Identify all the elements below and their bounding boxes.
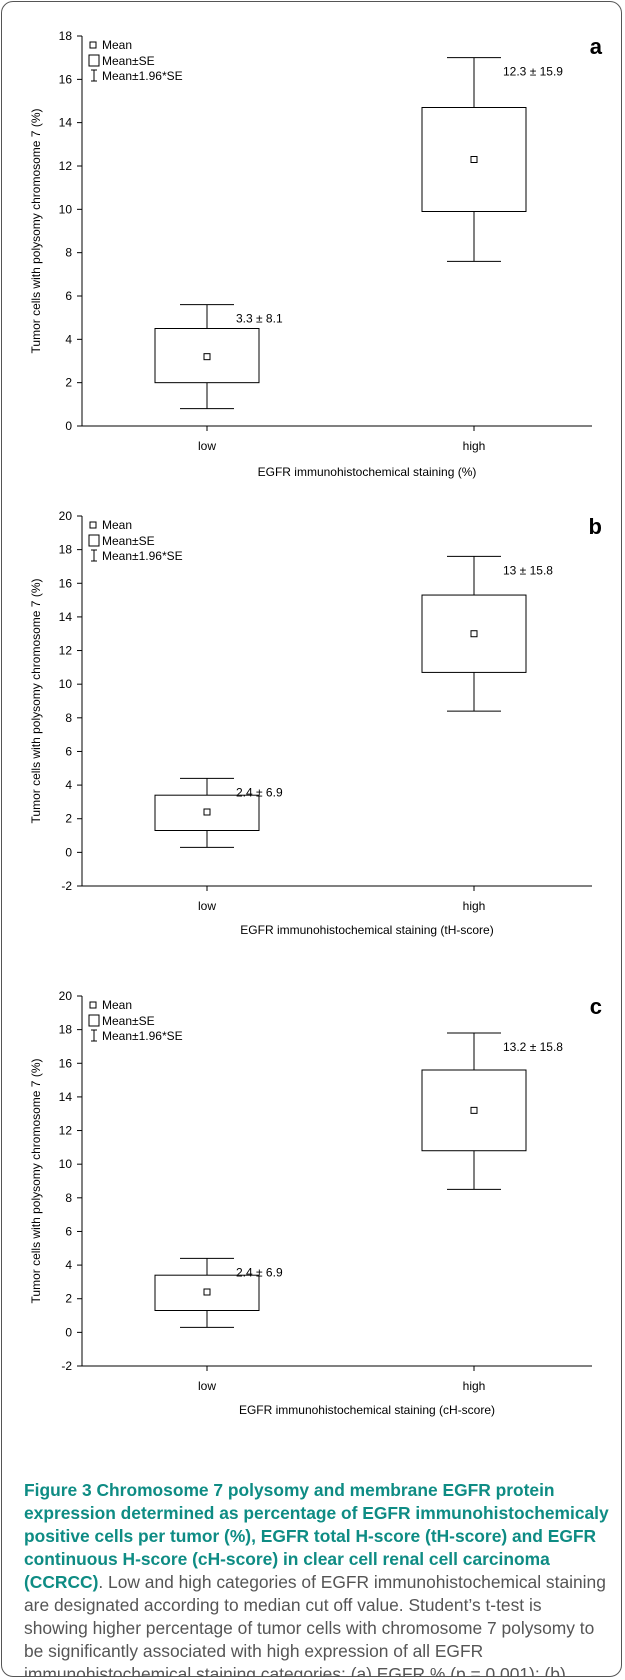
mean-marker bbox=[203, 1288, 211, 1296]
y-axis-label: Tumor cells with polysomy chromosome 7 (… bbox=[29, 579, 43, 824]
y-tick-label: 6 bbox=[65, 744, 72, 758]
y-tick-label: 18 bbox=[59, 1023, 73, 1037]
legend-se-box bbox=[88, 54, 100, 67]
y-tick-label: 12 bbox=[59, 644, 73, 658]
chart-a-svg: 0 2 4 6 8 10 12 14 16 18 low high EGFR immunohistoch… bbox=[29, 29, 603, 479]
legend-ci-whisker bbox=[91, 1029, 97, 1042]
y-tick-label: 2 bbox=[65, 812, 72, 826]
panel-letter: a bbox=[590, 34, 603, 59]
y-tick-label: 16 bbox=[59, 72, 73, 86]
se-box bbox=[421, 107, 527, 212]
x-tick-label: high bbox=[463, 439, 486, 453]
y-tick-label: 20 bbox=[59, 989, 73, 1003]
y-tick-label: 2 bbox=[65, 1292, 72, 1306]
y-tick-label: 16 bbox=[59, 1056, 73, 1070]
figure-title: Chromosome 7 polysomy and membrane EGFR … bbox=[24, 1480, 609, 1592]
y-tick-label: 6 bbox=[65, 1224, 72, 1238]
y-tick-label: 0 bbox=[65, 845, 72, 859]
y-tick-label: 14 bbox=[59, 610, 73, 624]
panel-letter: c bbox=[590, 994, 602, 1019]
x-axis-label: EGFR immunohistochemical staining (%) bbox=[258, 465, 477, 479]
legend-label-mean: Mean bbox=[102, 998, 132, 1012]
y-tick-label: 8 bbox=[65, 246, 72, 260]
y-tick-label: 8 bbox=[65, 711, 72, 725]
chart-c-svg: -2 0 2 4 6 8 10 12 14 16 18 20 low high EGFR immunohis… bbox=[29, 989, 602, 1417]
legend-mean-marker bbox=[89, 1001, 97, 1009]
chart-panel-b: -2 0 2 4 6 8 10 12 14 16 18 20 low high EGFR immunohis… bbox=[2, 496, 621, 980]
x-tick-label: low bbox=[198, 439, 216, 453]
legend-ci-whisker bbox=[91, 549, 97, 562]
mean-marker bbox=[470, 156, 478, 163]
y-tick-label: 12 bbox=[59, 159, 73, 173]
mean-sd-annotation: 13 ± 15.8 bbox=[503, 563, 553, 577]
y-tick-label: 14 bbox=[59, 116, 73, 130]
y-axis-label: Tumor cells with polysomy chromosome 7 (… bbox=[29, 109, 43, 354]
legend-label-se: Mean±SE bbox=[102, 1014, 155, 1028]
y-tick-label: 4 bbox=[65, 332, 72, 346]
legend-label-se: Mean±SE bbox=[102, 54, 155, 68]
chart-panel-c: -2 0 2 4 6 8 10 12 14 16 18 20 low high EGFR immunohis… bbox=[2, 980, 621, 1468]
y-tick-label: 16 bbox=[59, 576, 73, 590]
y-tick-label: 2 bbox=[65, 376, 72, 390]
legend-ci-whisker bbox=[91, 69, 97, 82]
panel-letter: b bbox=[589, 514, 602, 539]
x-tick-label: low bbox=[198, 899, 216, 913]
x-tick-label: high bbox=[463, 899, 486, 913]
legend-se-box bbox=[88, 1014, 100, 1027]
y-tick-label: 4 bbox=[65, 778, 72, 792]
mean-marker bbox=[203, 808, 211, 816]
y-tick-label: 18 bbox=[59, 543, 73, 557]
y-tick-label: 12 bbox=[59, 1124, 73, 1138]
legend-label-se: Mean±SE bbox=[102, 534, 155, 548]
mean-marker bbox=[470, 1106, 478, 1114]
y-tick-label: -2 bbox=[61, 1359, 72, 1373]
y-tick-label: 20 bbox=[59, 509, 73, 523]
y-tick-label: 4 bbox=[65, 1258, 72, 1272]
y-tick-label: 0 bbox=[65, 419, 72, 433]
legend-label-ci: Mean±1.96*SE bbox=[102, 549, 183, 563]
mean-marker bbox=[470, 630, 478, 638]
x-axis-label: EGFR immunohistochemical staining (cH-sc… bbox=[239, 1403, 495, 1417]
x-tick-label: high bbox=[463, 1379, 486, 1393]
mean-sd-annotation: 3.3 ± 8.1 bbox=[236, 312, 283, 326]
legend-label-mean: Mean bbox=[102, 518, 132, 532]
y-tick-label: 6 bbox=[65, 289, 72, 303]
y-tick-label: 10 bbox=[59, 202, 73, 216]
y-tick-label: 8 bbox=[65, 1191, 72, 1205]
mean-sd-annotation: 2.4 ± 6.9 bbox=[236, 785, 283, 799]
legend-label-ci: Mean±1.96*SE bbox=[102, 1029, 183, 1043]
chart-b-svg: -2 0 2 4 6 8 10 12 14 16 18 20 low high EGFR immunohis… bbox=[29, 509, 602, 937]
y-tick-label: 10 bbox=[59, 677, 73, 691]
legend-se-box bbox=[88, 534, 100, 547]
legend-mean-marker bbox=[89, 521, 97, 529]
figure-caption-text: . Low and high categories of EGFR immuno… bbox=[24, 1572, 606, 1677]
x-axis-label: EGFR immunohistochemical staining (tH-sc… bbox=[240, 923, 493, 937]
mean-sd-annotation: 13.2 ± 15.8 bbox=[503, 1040, 563, 1054]
mean-sd-annotation: 2.4 ± 6.9 bbox=[236, 1265, 283, 1279]
y-tick-label: 18 bbox=[59, 29, 73, 43]
x-tick-label: low bbox=[198, 1379, 216, 1393]
mean-marker bbox=[203, 353, 211, 361]
legend-label-ci: Mean±1.96*SE bbox=[102, 69, 183, 83]
figure-caption: Figure 3 Chromosome 7 polysomy and membr… bbox=[24, 1479, 609, 1677]
legend-mean-marker bbox=[89, 41, 97, 49]
y-tick-label: 0 bbox=[65, 1325, 72, 1339]
y-tick-label: 14 bbox=[59, 1090, 73, 1104]
legend-label-mean: Mean bbox=[102, 38, 132, 52]
figure-label: Figure 3 bbox=[24, 1480, 92, 1500]
y-axis-label: Tumor cells with polysomy chromosome 7 (… bbox=[29, 1059, 43, 1304]
y-tick-label: 10 bbox=[59, 1157, 73, 1171]
chart-panel-a: 0 2 4 6 8 10 12 14 16 18 low high EGFR immunohistoch… bbox=[2, 2, 621, 496]
y-tick-label: -2 bbox=[61, 879, 72, 893]
mean-sd-annotation: 12.3 ± 15.9 bbox=[503, 65, 563, 79]
